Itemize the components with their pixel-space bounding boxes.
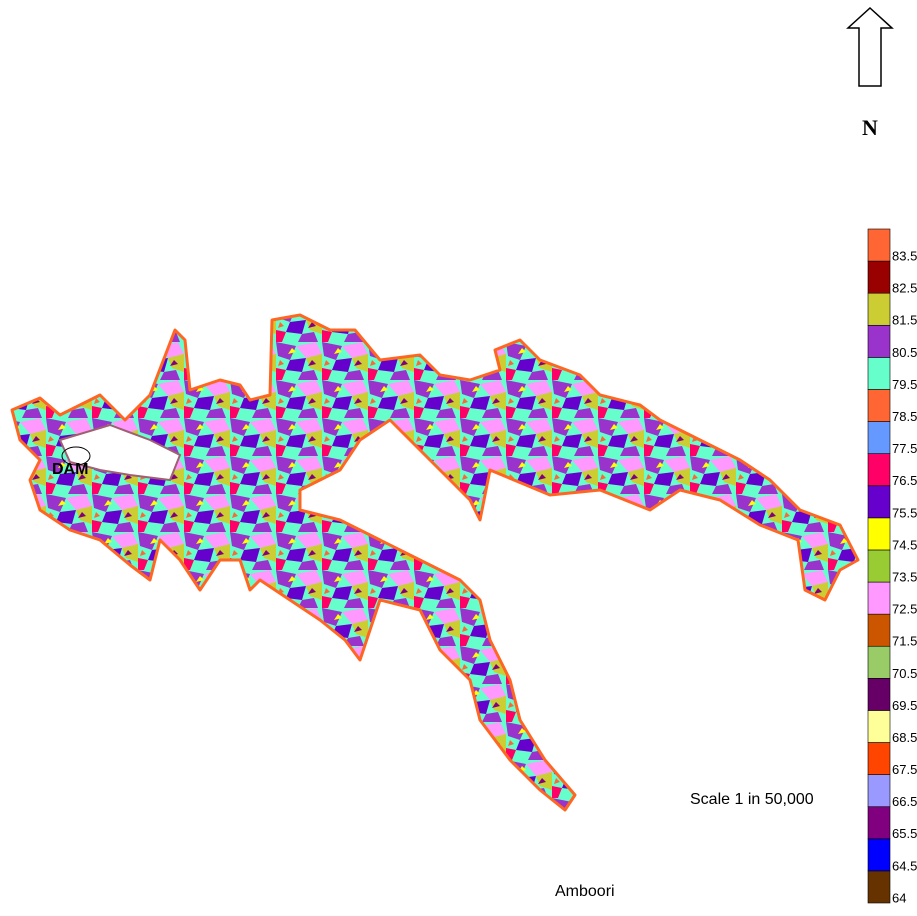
legend-label: 64 bbox=[892, 890, 906, 905]
legend-swatch bbox=[868, 422, 890, 454]
legend-label: 68.5 bbox=[892, 730, 917, 745]
legend-swatch bbox=[868, 486, 890, 518]
legend-swatch bbox=[868, 678, 890, 710]
legend-label: 70.5 bbox=[892, 666, 917, 681]
legend-swatch bbox=[868, 325, 890, 357]
scale-label: Scale 1 in 50,000 bbox=[690, 791, 814, 808]
legend-label: 76.5 bbox=[892, 473, 917, 488]
legend-label: 80.5 bbox=[892, 345, 917, 360]
dam-label: DAM bbox=[52, 461, 88, 478]
north-label: N bbox=[862, 115, 878, 140]
legend-swatch bbox=[868, 261, 890, 293]
legend-label: 66.5 bbox=[892, 794, 917, 809]
legend-swatch bbox=[868, 229, 890, 261]
legend-label: 78.5 bbox=[892, 409, 917, 424]
legend-label: 67.5 bbox=[892, 762, 917, 777]
legend-label: 81.5 bbox=[892, 313, 917, 328]
legend-swatch bbox=[868, 871, 890, 903]
legend-swatch bbox=[868, 454, 890, 486]
legend-label: 64.5 bbox=[892, 858, 917, 873]
legend-label: 83.5 bbox=[892, 249, 917, 264]
legend-swatch bbox=[868, 389, 890, 421]
legend-swatch bbox=[868, 710, 890, 742]
legend-swatch bbox=[868, 614, 890, 646]
legend-label: 69.5 bbox=[892, 698, 917, 713]
legend-label: 79.5 bbox=[892, 377, 917, 392]
legend-label: 71.5 bbox=[892, 634, 917, 649]
reservoir bbox=[12, 315, 858, 810]
legend-swatch bbox=[868, 518, 890, 550]
legend-label: 73.5 bbox=[892, 569, 917, 584]
legend-swatch bbox=[868, 582, 890, 614]
legend-swatch bbox=[868, 357, 890, 389]
legend-label: 75.5 bbox=[892, 505, 917, 520]
legend-swatch bbox=[868, 293, 890, 325]
legend-label: 65.5 bbox=[892, 826, 917, 841]
place-label: Amboori bbox=[555, 883, 615, 900]
map: N DAM Amboori Scale 1 in 50,000 64 64.5 65… bbox=[0, 0, 917, 911]
legend-label: 74.5 bbox=[892, 537, 917, 552]
legend-swatch bbox=[868, 775, 890, 807]
legend-label: 77.5 bbox=[892, 441, 917, 456]
legend-label: 82.5 bbox=[892, 281, 917, 296]
legend-swatch bbox=[868, 807, 890, 839]
legend-label: 72.5 bbox=[892, 602, 917, 617]
legend-swatch bbox=[868, 839, 890, 871]
legend-swatch bbox=[868, 646, 890, 678]
legend-swatch bbox=[868, 743, 890, 775]
north-arrow bbox=[848, 8, 892, 86]
legend: 64 64.5 65.5 66.5 67.5 68.5 69.5 70.5 71.5 72.5 73… bbox=[868, 229, 917, 905]
legend-swatch bbox=[868, 550, 890, 582]
